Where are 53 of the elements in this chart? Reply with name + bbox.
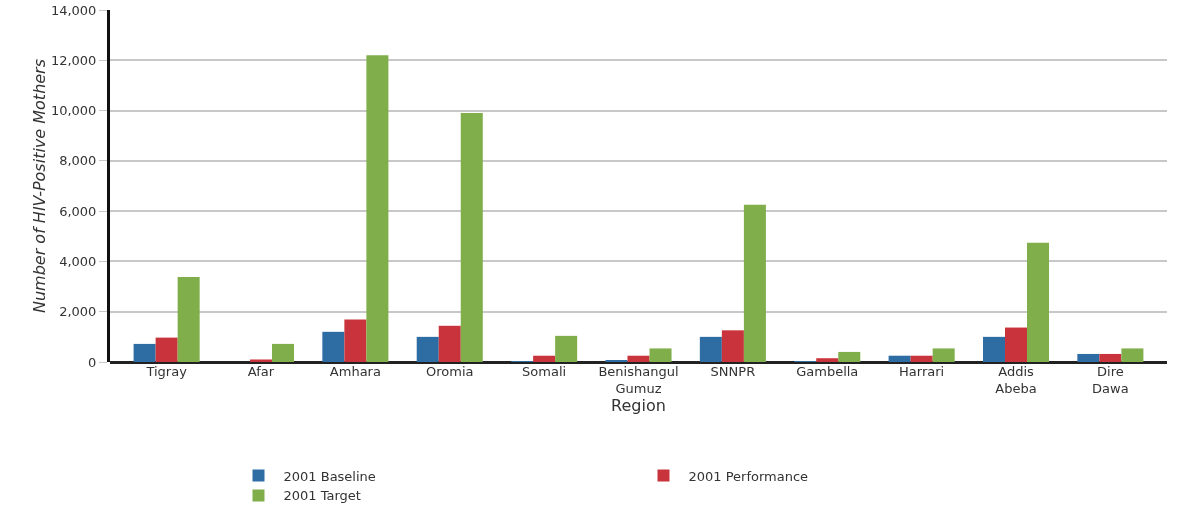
y-tick-label: 4,000 [59,253,97,269]
y-axis-title: Number of HIV-Positive Mothers [29,58,49,314]
x-tick-label: SNNPR [710,364,756,379]
bar [249,359,273,362]
x-tick-label: Oromia [426,364,474,379]
bar [838,351,861,362]
bar [177,277,200,362]
x-tick-label: Addis Abeba [995,364,1037,396]
bar [932,348,955,362]
bar [366,55,389,362]
bar [721,330,744,362]
y-tick-label: 2,000 [59,304,97,320]
bar [344,319,367,362]
bar [627,355,650,362]
y-tick-label: 10,000 [50,103,97,119]
bar [460,113,483,362]
bar [743,204,766,362]
bar [1077,353,1100,362]
y-tick-label: 6,000 [59,203,97,219]
bar [982,336,1005,362]
bar [1004,327,1028,362]
bar [155,337,178,362]
bar [816,358,839,362]
y-tick-label: 8,000 [59,153,97,169]
bar [699,336,722,362]
x-tick-label: Afar [247,364,275,379]
bar [133,343,156,362]
y-tick-label: 14,000 [50,2,97,18]
bar [322,331,345,362]
x-tick-label: Harrari [899,364,945,379]
bar [416,336,439,362]
y-tick-label: 12,000 [50,52,97,68]
y-tick-label: 0 [88,354,97,370]
bar [438,325,461,362]
x-tick-label: Amhara [329,364,381,379]
x-tick-label: Dire Dawa [1092,364,1129,396]
legend-label: 2001 Performance [688,468,809,484]
bar [555,335,578,362]
x-tick-label: Gambella [796,364,859,379]
bar [1099,353,1122,362]
bar [1121,348,1144,362]
bar [649,348,672,362]
x-tick-label: Benishangul Gumuz [598,364,679,396]
bar [272,343,295,362]
x-tick-label: Somali [522,364,567,379]
bar [910,355,933,362]
legend-label: 2001 Baseline [283,468,376,484]
x-tick-label: Tigray [145,364,188,379]
x-axis-title: Region [611,395,666,415]
bar [1027,242,1050,362]
bar [533,355,556,362]
legend-label: 2001 Target [283,488,361,504]
bar [888,355,911,362]
